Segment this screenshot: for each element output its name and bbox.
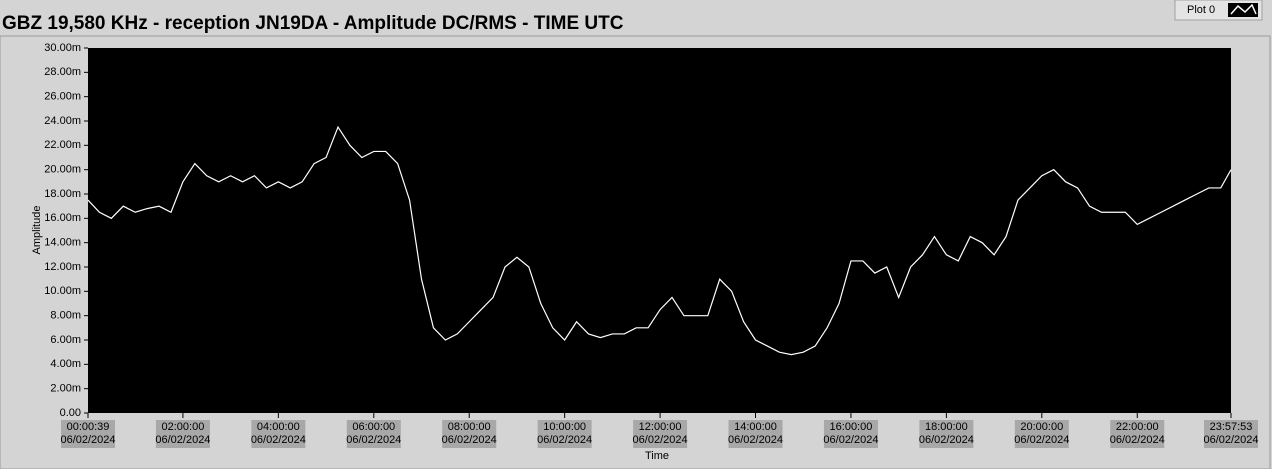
frame — [0, 35, 1271, 469]
x-tick-label-bg — [61, 420, 115, 448]
data-line — [87, 125, 1232, 356]
x-tick-label-bg — [442, 420, 497, 448]
x-tick-label-bg — [155, 420, 210, 448]
x-tick-label: 14:00:00 — [734, 421, 777, 433]
x-tick-label: 06:00:00 — [352, 421, 395, 433]
x-tick-label: 18:00:00 — [925, 421, 968, 433]
x-axis-label: Time — [645, 450, 669, 462]
y-tick-label: 6.00m — [50, 334, 81, 346]
x-tick-label: 06/02/2024 — [919, 434, 974, 446]
x-tick-label: 06/02/2024 — [346, 434, 401, 446]
x-tick-label: 06/02/2024 — [251, 434, 306, 446]
x-tick-label: 06/02/2024 — [728, 434, 783, 446]
x-tick-label-bg — [919, 420, 974, 448]
x-tick-label: 06/02/2024 — [60, 434, 115, 446]
plot-area — [88, 48, 1231, 413]
chart-title: GBZ 19,580 KHz - reception JN19DA - Ampl… — [2, 13, 624, 34]
x-tick-label: 06/02/2024 — [1110, 434, 1165, 446]
x-tick-label-bg — [728, 420, 783, 448]
y-tick-label: 10.00m — [44, 285, 81, 297]
y-tick-label: 24.00m — [44, 115, 81, 127]
x-tick-label: 16:00:00 — [830, 421, 873, 433]
y-tick-label: 14.00m — [44, 237, 81, 249]
y-tick-label: 22.00m — [44, 139, 81, 151]
x-tick-label: 22:00:00 — [1116, 421, 1159, 433]
y-tick-label: 4.00m — [50, 358, 81, 370]
x-tick-label-bg — [1204, 420, 1258, 448]
y-tick-label: 20.00m — [44, 164, 81, 176]
y-tick-label: 28.00m — [44, 66, 81, 78]
x-tick-label: 02:00:00 — [162, 421, 205, 433]
x-tick-label-bg — [1110, 420, 1165, 448]
x-tick-label: 23:57:53 — [1210, 421, 1253, 433]
x-tick-label: 12:00:00 — [639, 421, 682, 433]
x-tick-label-bg — [346, 420, 401, 448]
x-tick-label: 06/02/2024 — [537, 434, 592, 446]
y-axis-label: Amplitude — [31, 206, 43, 255]
legend-swatch — [1230, 3, 1257, 15]
x-tick-label-bg — [1014, 420, 1069, 448]
x-tick-label: 06/02/2024 — [1203, 434, 1258, 446]
x-tick-label-bg — [537, 420, 592, 448]
x-tick-label: 06/02/2024 — [155, 434, 210, 446]
x-tick-label: 06/02/2024 — [1014, 434, 1069, 446]
x-tick-label-bg — [823, 420, 878, 448]
x-tick-label: 08:00:00 — [448, 421, 491, 433]
y-tick-label: 2.00m — [50, 383, 81, 395]
y-tick-label: 18.00m — [44, 188, 81, 200]
x-tick-label: 06/02/2024 — [823, 434, 878, 446]
legend-label: Plot 0 — [1187, 4, 1215, 16]
y-tick-label: 30.00m — [44, 42, 81, 54]
x-tick-label: 10:00:00 — [543, 421, 586, 433]
y-tick-label: 16.00m — [44, 212, 81, 224]
x-tick-label: 00:00:39 — [67, 421, 110, 433]
y-tick-label: 8.00m — [50, 310, 81, 322]
x-tick-label: 06/02/2024 — [633, 434, 688, 446]
y-tick-label: 12.00m — [44, 261, 81, 273]
legend: Plot 0 — [1174, 0, 1263, 21]
y-tick-label: 26.00m — [44, 91, 81, 103]
x-tick-label-bg — [251, 420, 306, 448]
x-tick-label: 04:00:00 — [257, 421, 300, 433]
y-tick-label: 0.00 — [60, 407, 81, 419]
x-tick-label: 20:00:00 — [1020, 421, 1063, 433]
x-tick-label-bg — [633, 420, 688, 448]
x-tick-label: 06/02/2024 — [442, 434, 497, 446]
